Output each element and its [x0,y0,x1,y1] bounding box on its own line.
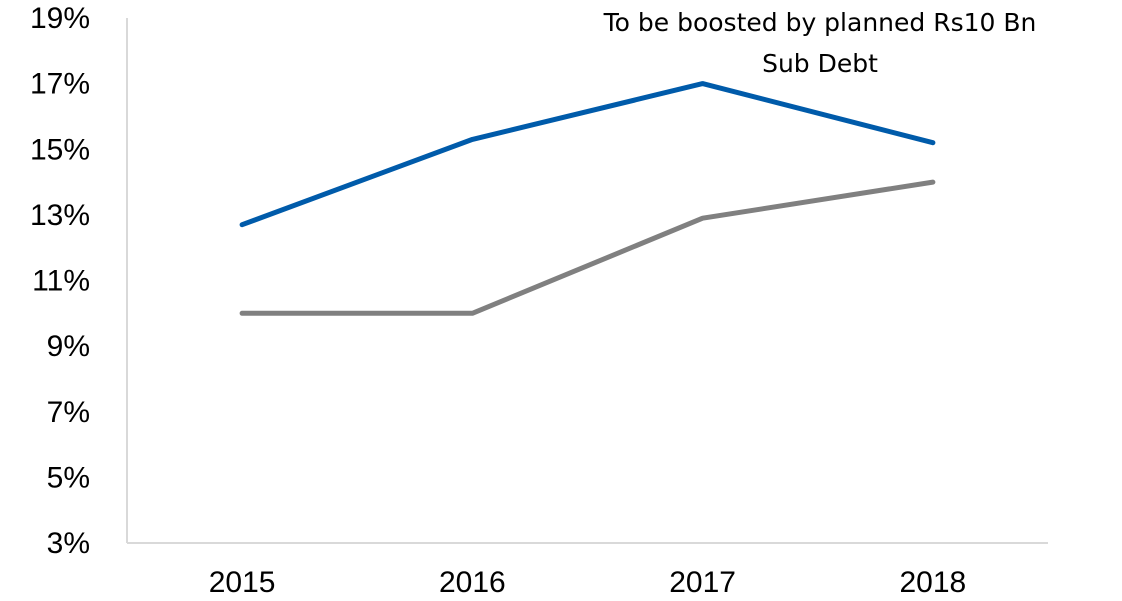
y-tick-label: 19% [30,2,90,35]
x-tick-label: 2016 [439,566,506,599]
x-tick-label: 2017 [669,566,736,599]
x-tick-label: 2018 [900,566,967,599]
x-tick-label: 2015 [209,566,276,599]
y-tick-label: 13% [30,199,90,232]
y-axis-tick-labels: 3% 5% 7% 9% 11% 13% 15% 17% 19% [30,2,90,560]
series-lines [239,81,936,316]
y-tick-label: 15% [30,133,90,166]
y-tick-label: 7% [47,396,90,429]
annotation: To be boosted by planned Rs10 Bn Sub Deb… [603,8,1037,78]
annotation-line-1: To be boosted by planned Rs10 Bn [603,8,1037,37]
series-line-1 [239,81,936,228]
series-line-2 [239,179,936,316]
axes [126,18,1048,544]
y-tick-label: 17% [30,68,90,101]
y-tick-label: 9% [47,330,90,363]
annotation-line-2: Sub Debt [762,49,878,78]
y-tick-label: 3% [47,527,90,560]
y-tick-label: 5% [47,461,90,494]
x-axis-tick-labels: 2015 2016 2017 2018 [209,566,967,599]
y-tick-label: 11% [32,265,90,298]
